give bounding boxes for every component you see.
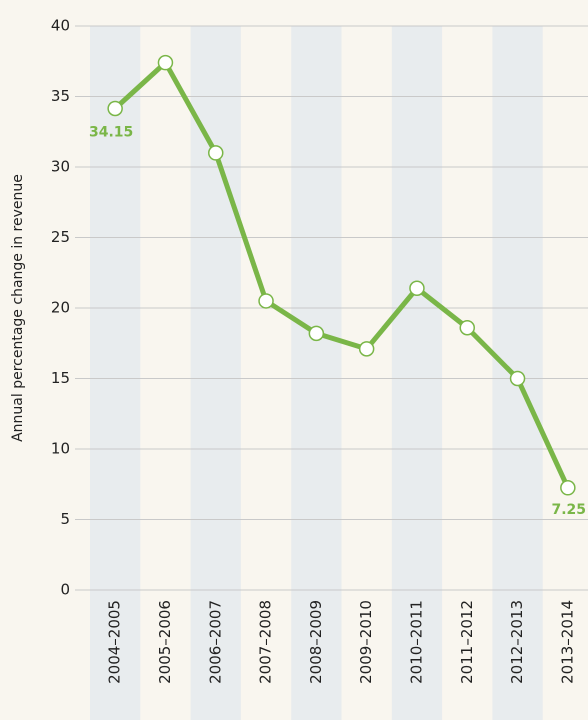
column-band — [190, 26, 241, 720]
y-axis-label: Annual percentage change in revenue — [10, 174, 26, 442]
y-tick-label: 0 — [60, 581, 70, 599]
data-label: 34.15 — [89, 124, 133, 140]
x-tick-label: 2005–2006 — [156, 600, 174, 684]
data-point — [459, 319, 475, 336]
data-point — [358, 341, 375, 357]
column-band — [391, 26, 443, 720]
y-tick-label: 5 — [60, 510, 70, 528]
data-line — [113, 60, 571, 489]
y-tick-label: 40 — [51, 17, 70, 35]
column-band — [291, 26, 342, 720]
x-tick-label: 2008–2009 — [307, 600, 325, 684]
x-tick-label: 2009–2010 — [357, 600, 375, 684]
y-tick-label: 15 — [51, 369, 70, 387]
x-tick-label: 2011–2012 — [458, 600, 476, 684]
data-point — [560, 480, 576, 496]
data-point — [157, 54, 174, 71]
x-tick-label: 2007–2008 — [257, 600, 275, 684]
y-tick-label: 30 — [51, 158, 70, 176]
x-tick-label: 2006–2007 — [206, 600, 224, 684]
x-tick-label: 2013–2014 — [558, 600, 576, 684]
data-point — [308, 325, 325, 342]
x-tick-label: 2004–2005 — [106, 600, 124, 684]
y-tick-label: 25 — [51, 228, 70, 246]
data-point — [509, 370, 526, 387]
data-point — [409, 280, 425, 297]
data-point — [258, 293, 274, 309]
y-tick-label: 10 — [51, 440, 70, 458]
y-tick-label: 20 — [51, 299, 70, 317]
column-band — [90, 26, 141, 720]
y-tick-label: 35 — [51, 87, 70, 105]
x-tick-label: 2010–2011 — [407, 600, 425, 684]
x-tick-label: 2012–2013 — [508, 600, 526, 684]
data-label: 7.25 — [551, 502, 586, 518]
data-point — [208, 145, 224, 161]
data-point — [107, 100, 123, 117]
